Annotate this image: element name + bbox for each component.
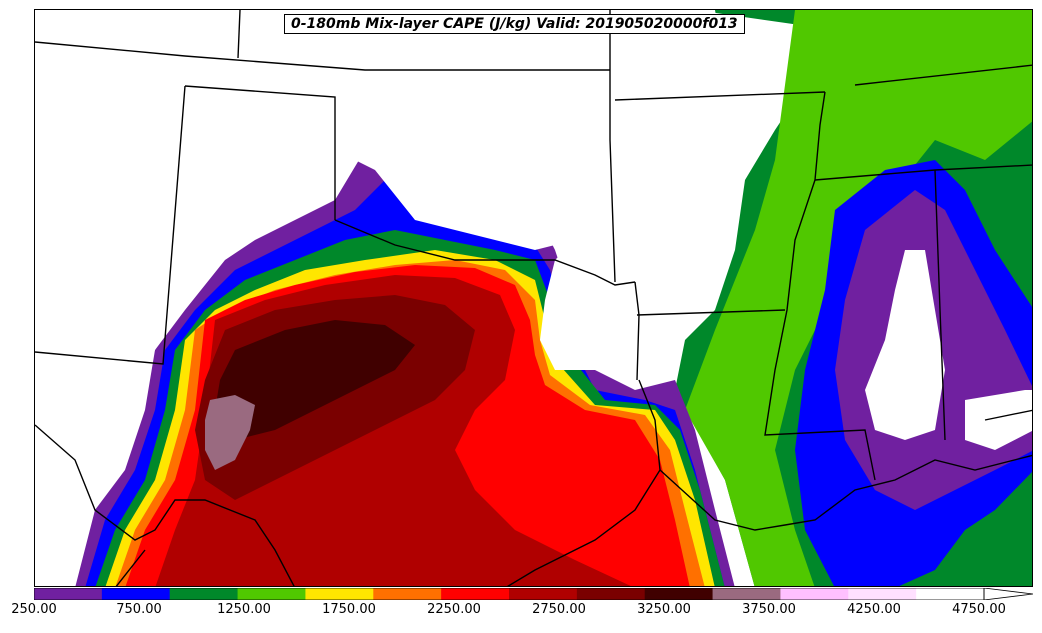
colorbar-tick-label: 4750.00 — [952, 602, 1006, 617]
colorbar-segment — [101, 588, 171, 600]
colorbar-tick-label: 2750.00 — [532, 602, 586, 617]
colorbar-tick-label: 3750.00 — [742, 602, 796, 617]
colorbar-tick-label: 2250.00 — [427, 602, 481, 617]
boundary-line — [115, 549, 146, 586]
cape-contours — [35, 10, 1032, 586]
boundary-line — [334, 219, 636, 286]
colorbar-segment — [237, 588, 306, 600]
colorbar-ticks: 250.00 750.00 1250.00 1750.00 2250.00 2750.00… — [0, 602, 1042, 622]
boundary-line — [934, 169, 946, 441]
boundary-line — [854, 64, 1032, 86]
boundary-line — [659, 454, 1032, 531]
colorbar — [34, 588, 1033, 600]
map-title: 0-180mb Mix-layer CAPE (J/kg) Valid: 201… — [284, 14, 745, 34]
boundaries — [35, 10, 1032, 586]
colorbar-segment — [34, 588, 103, 600]
colorbar-segment — [373, 588, 442, 600]
colorbar-tick-label: 1250.00 — [217, 602, 271, 617]
contour-white-east — [865, 250, 945, 440]
colorbar-segment — [780, 588, 849, 600]
colorbar-tick-label: 3250.00 — [637, 602, 691, 617]
boundary-line — [764, 91, 876, 481]
boundary-line — [35, 85, 186, 365]
boundary-line — [506, 379, 661, 586]
contour-white-west — [35, 10, 185, 570]
boundary-line — [609, 10, 616, 283]
colorbar-tick-label: 250.00 — [11, 602, 57, 617]
contour-mauve-west — [205, 395, 255, 470]
colorbar-segment — [576, 588, 646, 600]
colorbar-segment — [305, 588, 374, 600]
colorbar-tick-label: 750.00 — [116, 602, 162, 617]
map-panel — [34, 9, 1033, 587]
colorbar-segment — [712, 588, 781, 600]
boundary-line — [35, 424, 295, 586]
boundary-line — [984, 409, 1032, 421]
contour-white-east2 — [965, 390, 1032, 450]
colorbar-tick-label: 1750.00 — [322, 602, 376, 617]
colorbar-segment — [916, 588, 985, 600]
colorbar-segment — [441, 588, 510, 600]
colorbar-segment — [848, 588, 917, 600]
cape-map — [35, 10, 1032, 586]
colorbar-segment — [644, 588, 714, 600]
colorbar-outline — [34, 588, 985, 600]
boundary-line — [614, 91, 826, 101]
contour-darkest-west — [215, 320, 415, 440]
boundary-line — [636, 309, 786, 316]
colorbar-segment — [509, 588, 578, 600]
colorbar-extend-arrow — [983, 588, 1033, 600]
boundary-line — [184, 85, 336, 220]
colorbar-segment — [169, 588, 239, 600]
boundary-line — [237, 10, 241, 59]
boundary-line — [35, 41, 610, 71]
contour-lightgreen-east — [685, 10, 1032, 586]
contour-white-center — [540, 10, 725, 370]
colorbar-tick-label: 4250.00 — [847, 602, 901, 617]
contour-white-north — [185, 10, 615, 270]
